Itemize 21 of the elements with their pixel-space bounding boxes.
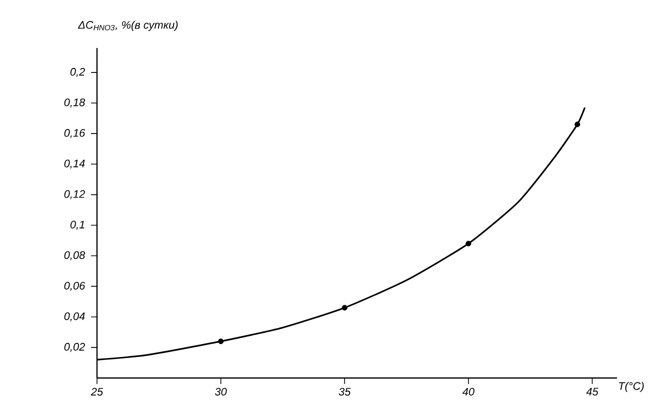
- y-tick-label: 0,14: [64, 160, 85, 169]
- x-tick-label: 45: [586, 388, 598, 396]
- y-tick-label: 0,04: [64, 312, 85, 322]
- point: [466, 240, 472, 246]
- y-axis-title: ΔC$_{HNO3}$, %(в сутки): [78, 20, 178, 31]
- point: [574, 122, 580, 128]
- y-tick-label: 0,08: [64, 251, 86, 260]
- x-tick-label: 35: [338, 388, 351, 396]
- x-axis-title: T(°C): [619, 382, 644, 392]
- y-tick-label: 0,12: [64, 190, 86, 200]
- x-tick-label: 25: [90, 388, 104, 396]
- x-tick-label: 40: [462, 388, 474, 396]
- point: [218, 338, 224, 344]
- point: [342, 304, 348, 311]
- y-tick-label: 0,18: [64, 98, 86, 108]
- y-tick-label: 0,1: [70, 220, 84, 230]
- y-tick-label: 0,2: [70, 68, 86, 77]
- y-tick-label: 0,16: [64, 129, 86, 138]
- x-tick-label: 30: [214, 388, 227, 396]
- y-tick-label: 0,02: [64, 342, 86, 352]
- y-tick-label: 0,06: [64, 282, 86, 291]
